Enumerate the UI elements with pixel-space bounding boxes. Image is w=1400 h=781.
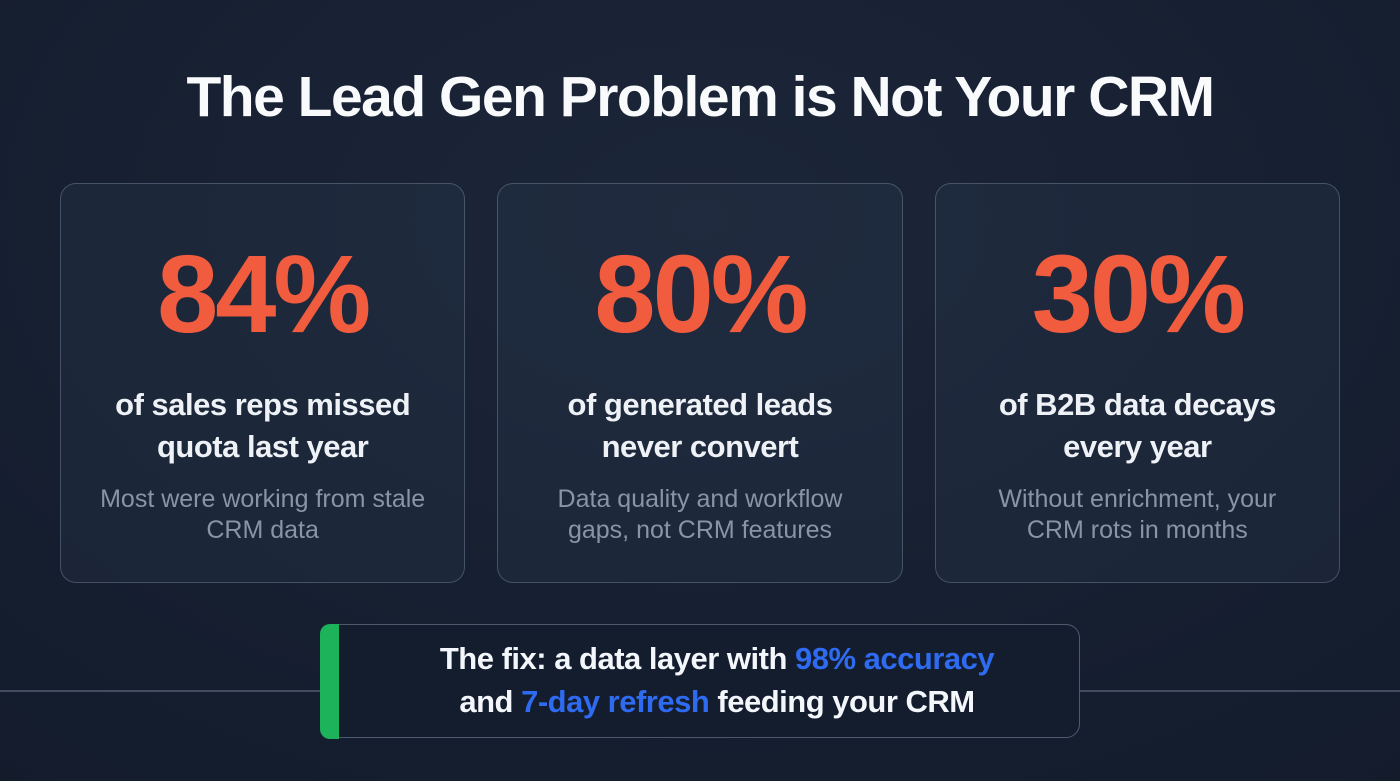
callout-line1-highlight: 98% accuracy <box>795 641 995 677</box>
stat-subtext: Data quality and workflow gaps, not CRM … <box>557 484 843 544</box>
callout-line2-highlight: 7-day refresh <box>521 684 710 719</box>
stat-heading: of sales reps missed quota last year <box>115 387 411 464</box>
stat-percent: 30% <box>1031 233 1246 356</box>
callout-line2-prefix: and <box>459 684 522 719</box>
callout-line2-suffix: feeding your CRM <box>709 684 975 719</box>
stat-percent: 84% <box>157 233 371 356</box>
stat-subtext: Without enrichment, your CRM rots in mon… <box>998 484 1277 544</box>
stat-subtext: Most were working from stale CRM data <box>100 484 426 544</box>
stat-card-missed-quota: 84% of sales reps missed quota last year… <box>60 183 466 583</box>
stat-heading: of generated leads never convert <box>567 387 833 464</box>
callout-accent-bar <box>319 623 339 739</box>
stat-cards-row: 84% of sales reps missed quota last year… <box>60 183 1340 583</box>
stat-card-data-decay: 30% of B2B data decays every year Withou… <box>934 183 1340 583</box>
stat-percent: 80% <box>594 233 808 356</box>
page-title: The Lead Gen Problem is Not Your CRM <box>186 65 1215 129</box>
stat-card-leads-convert: 80% of generated leads never convert Dat… <box>497 183 903 583</box>
callout-text: The fix: a data layer with 98% accuracy … <box>439 638 995 724</box>
callout-box: The fix: a data layer with 98% accuracy … <box>319 623 1080 739</box>
stat-heading: of B2B data decays every year <box>998 387 1277 464</box>
callout-line1-normal: The fix: a data layer with <box>439 641 796 677</box>
